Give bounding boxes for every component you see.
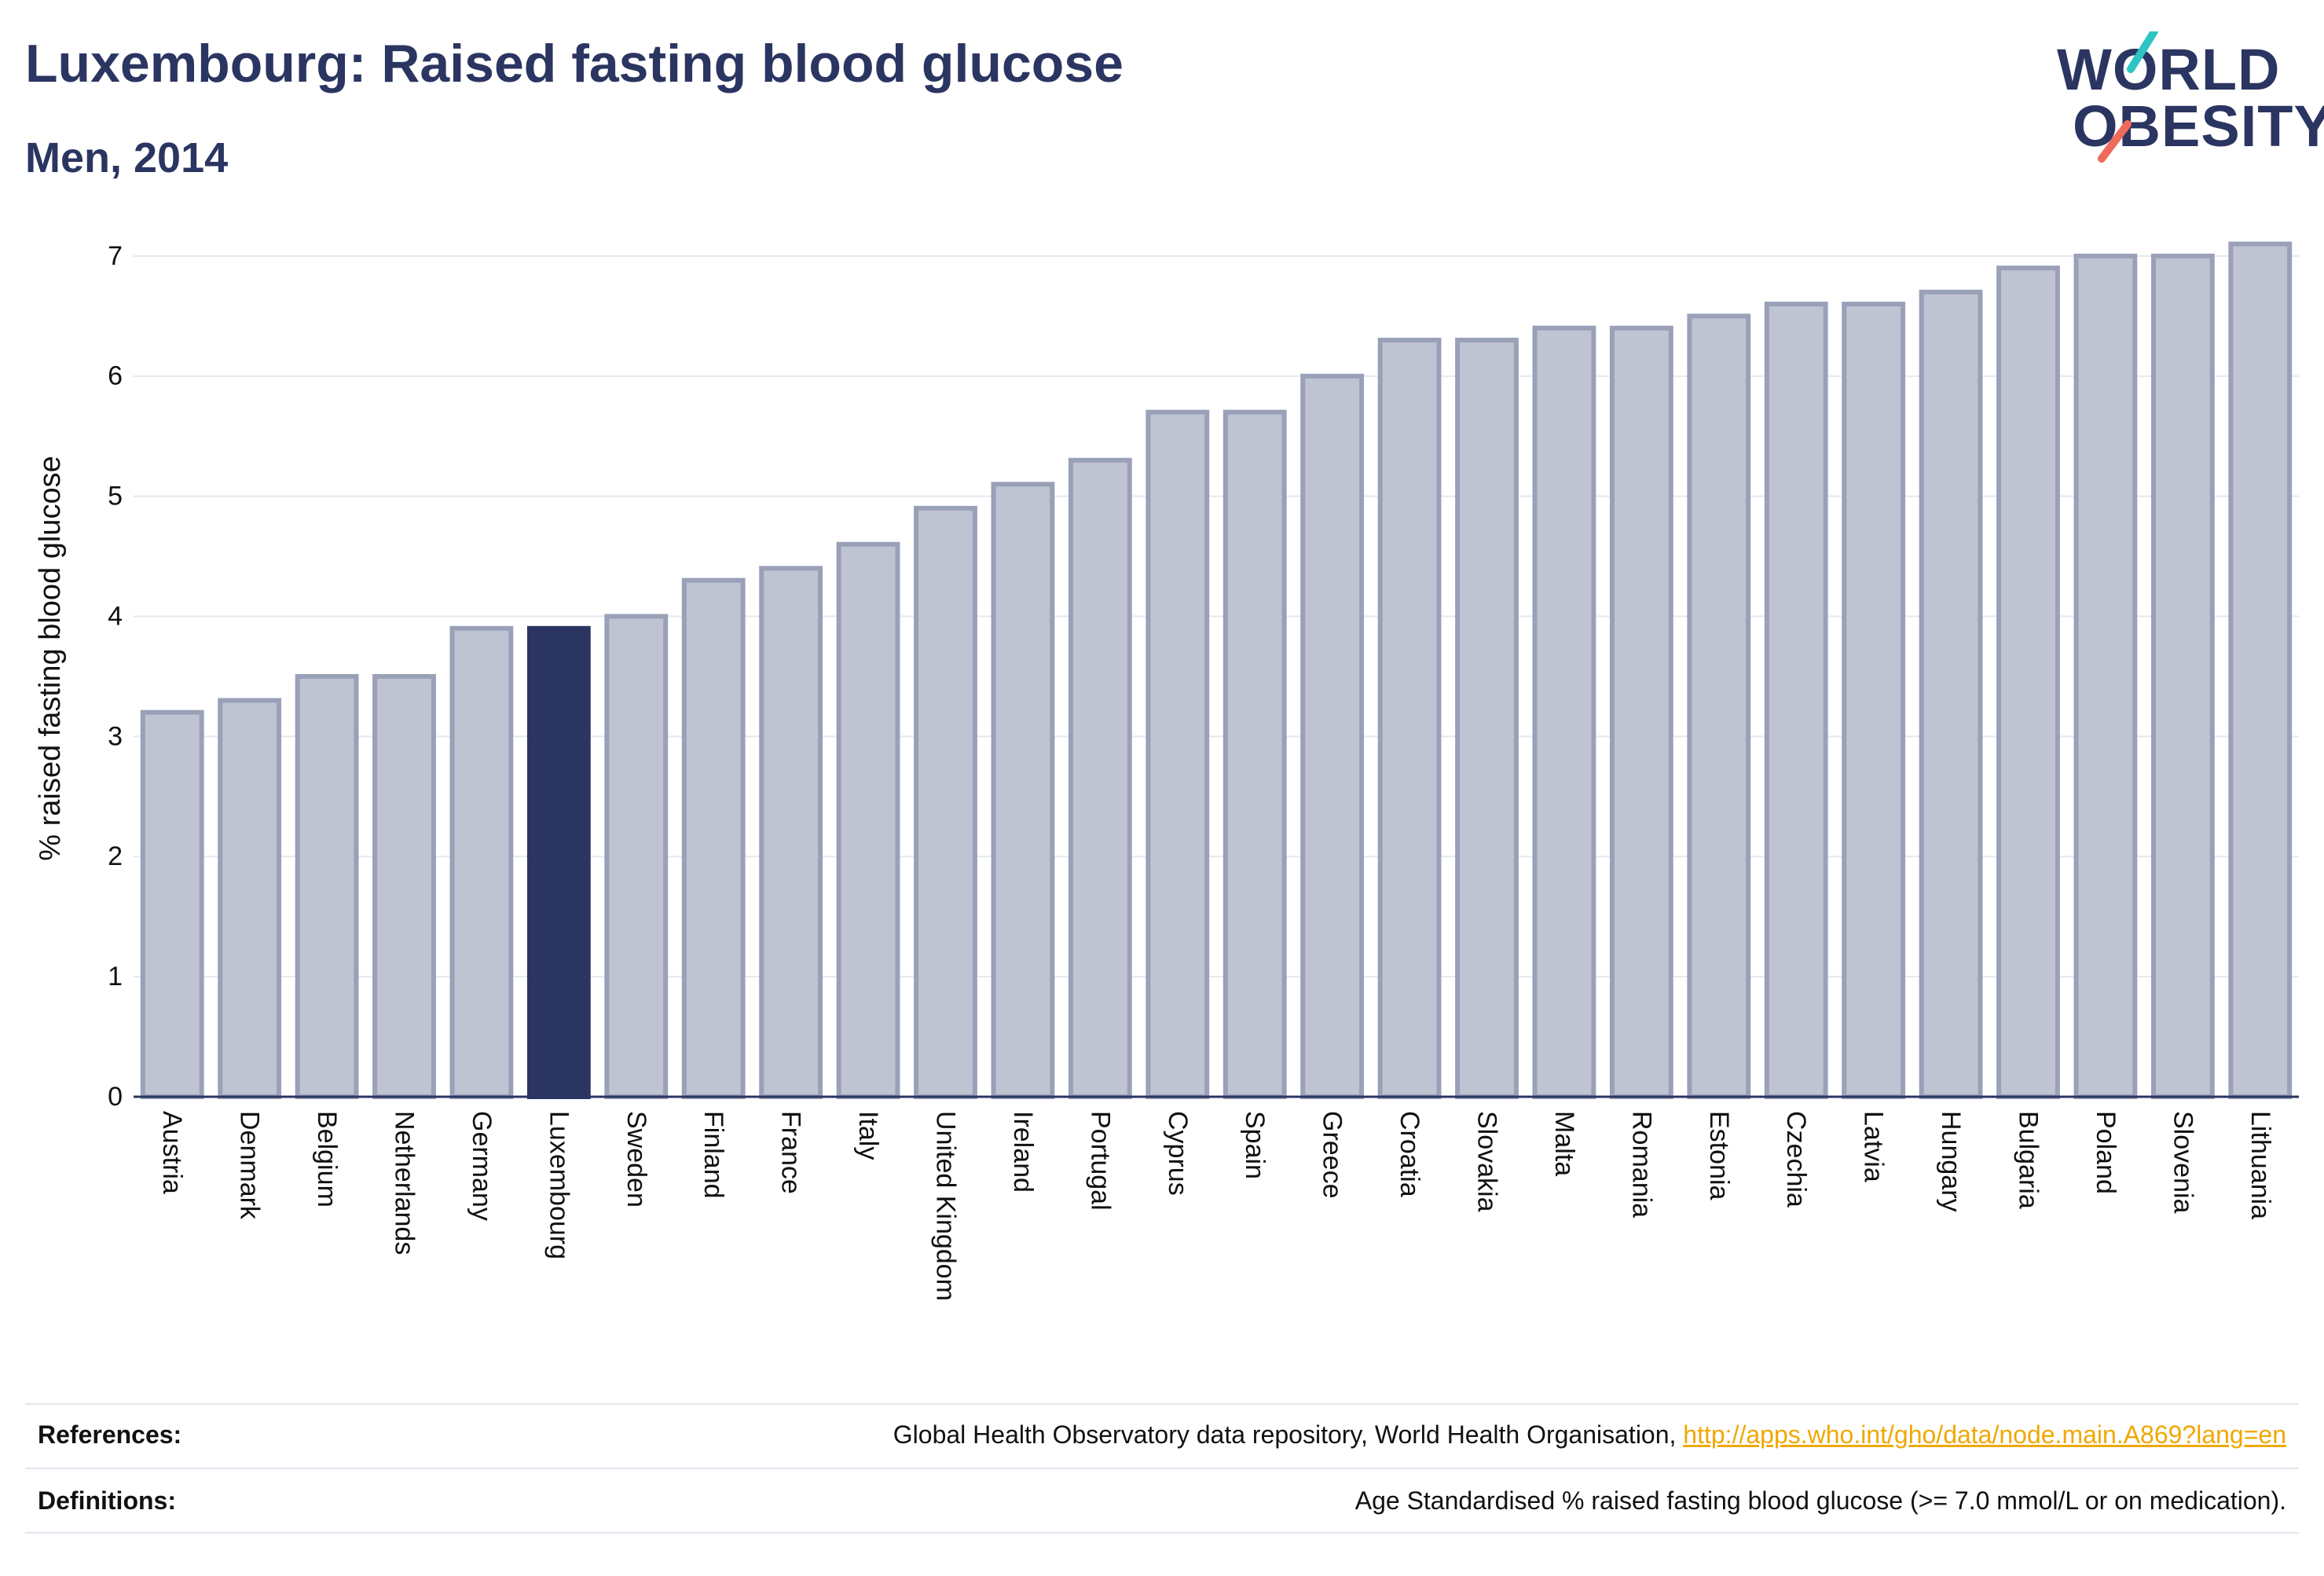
- x-tick-label: Spain: [1240, 1111, 1270, 1179]
- x-tick-label: Belgium: [312, 1111, 342, 1208]
- x-tick-label: Cyprus: [1163, 1111, 1193, 1196]
- bar: [449, 625, 514, 1099]
- bar-chart: 0 1 2 3 4 5 6 7 % raised fasting blood glucose Au…: [34, 241, 2299, 1301]
- x-tick-label: Czechia: [1781, 1111, 1811, 1208]
- bar: [1842, 302, 1906, 1100]
- logo-slash-icon: [2098, 31, 2158, 163]
- x-tick-label: Sweden: [621, 1111, 651, 1208]
- y-tick-label: 5: [108, 482, 123, 511]
- bar: [604, 614, 669, 1099]
- chart-title: Luxembourg: Raised fasting blood glucose: [25, 34, 1124, 93]
- x-tick-label: Malta: [1549, 1111, 1579, 1176]
- y-tick-label: 6: [108, 361, 123, 391]
- x-tick-label: Greece: [1318, 1111, 1347, 1199]
- y-axis-title: % raised fasting blood glucose: [34, 456, 67, 860]
- x-tick-label: Luxembourg: [544, 1111, 574, 1259]
- bar: [1996, 266, 2060, 1100]
- bar: [1068, 457, 1132, 1099]
- x-tick-label: Slovakia: [1472, 1111, 1502, 1212]
- references-value: Global Health Observatory data repositor…: [893, 1420, 2286, 1450]
- bar: [1300, 373, 1365, 1099]
- bar: [526, 625, 591, 1099]
- x-tick-label: Italy: [853, 1111, 883, 1160]
- bar: [914, 505, 977, 1099]
- bar: [140, 709, 204, 1099]
- references-text: Global Health Observatory data repositor…: [893, 1420, 1684, 1449]
- x-tick-label: Lithuania: [2245, 1111, 2275, 1219]
- x-tick-label: France: [776, 1111, 806, 1194]
- references-link[interactable]: http://apps.who.int/gho/data/node.main.A…: [1683, 1420, 2286, 1449]
- x-tick-label: Austria: [157, 1111, 187, 1194]
- bar: [2150, 253, 2215, 1099]
- y-tick-label: 2: [108, 841, 123, 871]
- bar: [1919, 289, 1983, 1099]
- y-tick-label: 7: [108, 241, 123, 271]
- bar: [1532, 325, 1596, 1099]
- bar: [1687, 313, 1751, 1099]
- x-tick-label: Latvia: [1859, 1111, 1889, 1182]
- definitions-value: Age Standardised % raised fasting blood …: [1354, 1486, 2286, 1515]
- bar: [991, 482, 1055, 1099]
- x-tick-label: Ireland: [1008, 1111, 1038, 1193]
- bar: [2228, 241, 2293, 1100]
- x-tick-label: Poland: [2091, 1111, 2121, 1194]
- x-tick-label: United Kingdom: [931, 1111, 961, 1301]
- footer-divider-bottom: [25, 1532, 2299, 1534]
- bar: [681, 577, 746, 1099]
- bar: [1222, 409, 1287, 1100]
- x-tick-label: Germany: [467, 1111, 497, 1221]
- y-tick-label: 0: [108, 1082, 123, 1112]
- bar: [1609, 325, 1673, 1099]
- chart-subtitle: Men, 2014: [25, 134, 229, 181]
- x-tick-label: Finland: [698, 1111, 728, 1199]
- y-tick-label: 1: [108, 962, 123, 991]
- x-tick-label: Slovenia: [2168, 1111, 2198, 1214]
- x-tick-label: Denmark: [235, 1111, 265, 1220]
- bar: [759, 566, 823, 1099]
- x-tick-label: Netherlands: [390, 1111, 420, 1255]
- definitions-label: Definitions:: [38, 1486, 176, 1515]
- footer-divider-top: [25, 1403, 2299, 1405]
- x-tick-label: Estonia: [1704, 1111, 1734, 1200]
- logo-line-1: WORLD: [2057, 37, 2281, 102]
- bar: [1377, 337, 1442, 1099]
- y-tick-label: 3: [108, 721, 123, 751]
- bar: [295, 673, 359, 1099]
- x-tick-label: Bulgaria: [2014, 1111, 2044, 1209]
- x-tick-label: Hungary: [1936, 1111, 1966, 1212]
- bar: [1146, 409, 1210, 1100]
- x-tick-label: Portugal: [1085, 1111, 1115, 1211]
- bar: [218, 698, 282, 1099]
- world-obesity-logo[interactable]: WORLD OBESITY: [2043, 31, 2324, 165]
- bar: [836, 541, 900, 1099]
- x-tick-label: Romania: [1626, 1111, 1656, 1218]
- bar: [372, 673, 436, 1099]
- bar: [1764, 302, 1828, 1100]
- footer-divider-middle: [25, 1468, 2299, 1469]
- x-tick-label: Croatia: [1395, 1111, 1424, 1197]
- bar: [2073, 253, 2138, 1099]
- bar: [1455, 337, 1519, 1099]
- y-tick-label: 4: [108, 601, 123, 631]
- references-label: References:: [38, 1420, 182, 1449]
